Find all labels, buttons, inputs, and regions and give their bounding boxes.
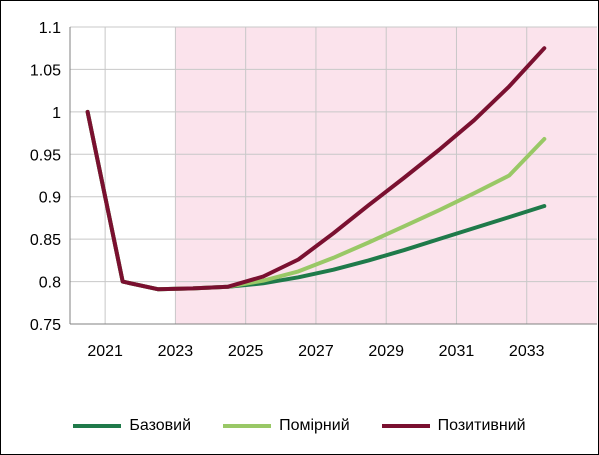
x-tick-label: 2021 [87, 343, 123, 360]
y-tick-label: 0.9 [39, 190, 61, 207]
y-tick-label: 1.1 [39, 20, 61, 37]
x-tick-label: 2027 [298, 343, 334, 360]
legend-swatch [73, 424, 122, 428]
x-tick-label: 2023 [158, 343, 194, 360]
tick-labels: 2021 2023 2025 2027 2029 2031 2033 0.75 0.8 0.85 0… [30, 20, 545, 360]
x-tick-label: 2031 [439, 343, 475, 360]
x-tick-label: 2025 [228, 343, 264, 360]
y-tick-label: 1.05 [30, 62, 61, 79]
y-tick-label: 0.8 [39, 275, 61, 292]
legend-swatch [381, 424, 430, 428]
y-tick-label: 1 [52, 105, 61, 122]
x-tick-label: 2029 [368, 343, 404, 360]
y-tick-label: 0.85 [30, 232, 61, 249]
legend-swatch [223, 424, 272, 428]
legend-item-1: Базовий [73, 417, 191, 435]
legend: Базовий Помірний Позитивний [0, 414, 599, 438]
legend-label: Базовий [129, 417, 192, 434]
series [85, 46, 547, 292]
axes [69, 27, 597, 325]
legend-label: Помірний [279, 417, 350, 434]
y-tick-label: 0.95 [30, 147, 61, 164]
y-tick-label: 0.75 [30, 317, 61, 334]
legend-item-2: Помірний [223, 417, 350, 435]
legend-label: Позитивний [437, 417, 526, 434]
x-tick-label: 2033 [509, 343, 545, 360]
series-line-3 [85, 46, 547, 292]
legend-item-3: Позитивний [381, 417, 526, 435]
